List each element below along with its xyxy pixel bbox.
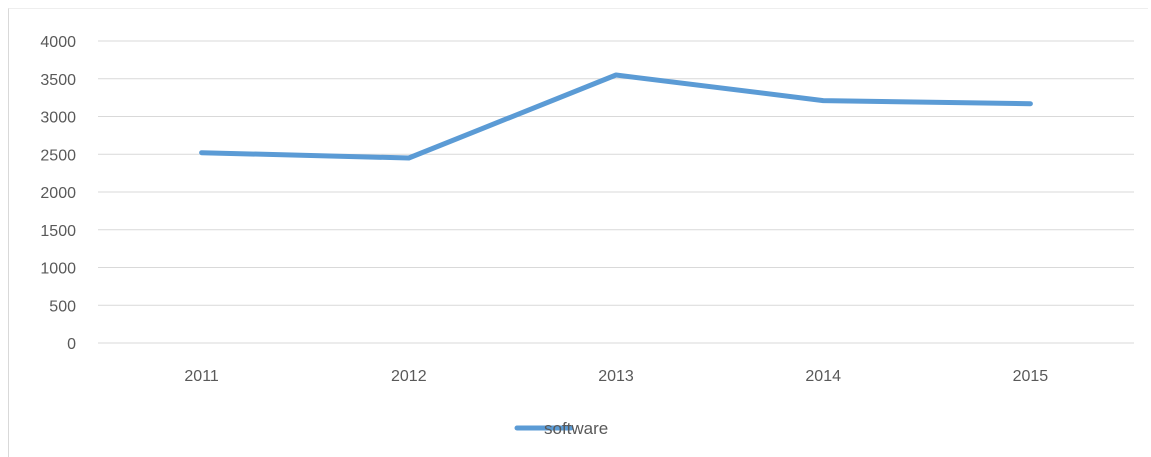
y-tick-label: 1000 [40, 261, 76, 278]
y-tick-label: 0 [67, 336, 76, 353]
x-axis-ticks: 2011 2012 2013 2014 2015 [184, 368, 1048, 385]
chart-frame [8, 8, 1148, 457]
y-tick-label: 4000 [40, 34, 76, 51]
y-tick-label: 3500 [40, 72, 76, 89]
x-tick-label: 2012 [391, 368, 427, 385]
x-tick-label: 2013 [598, 368, 634, 385]
y-tick-label: 1500 [40, 223, 76, 240]
y-tick-label: 2500 [40, 147, 76, 164]
x-tick-label: 2011 [184, 368, 219, 385]
legend: software [514, 419, 608, 438]
y-tick-label: 3000 [40, 110, 76, 127]
y-tick-label: 2000 [40, 185, 76, 202]
gridlines [98, 40, 1134, 344]
x-tick-label: 2015 [1013, 368, 1049, 385]
y-axis-ticks: 0 500 1000 1500 2000 2500 3000 3500 4000 [40, 34, 76, 353]
legend-label: software [544, 419, 608, 438]
x-tick-label: 2014 [805, 368, 841, 385]
series-lines [199, 72, 1033, 161]
y-tick-label: 500 [49, 298, 76, 315]
